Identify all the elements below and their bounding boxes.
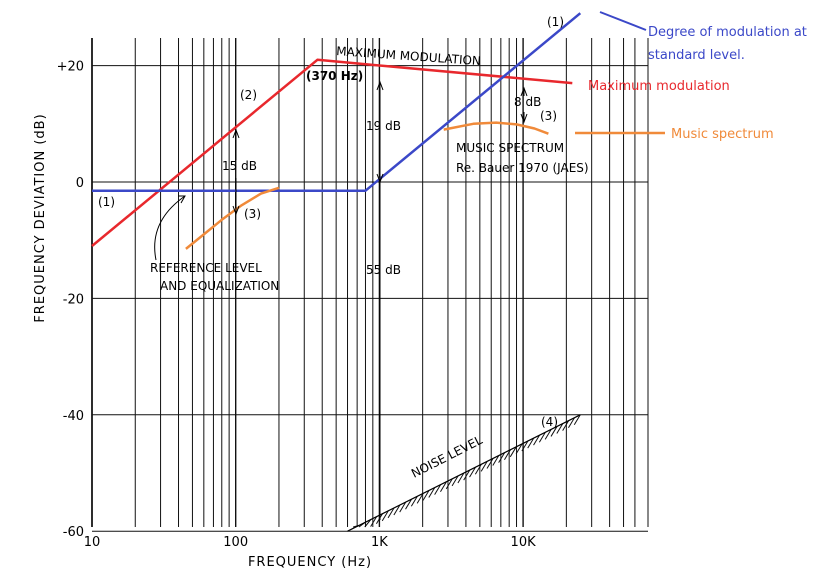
y-tick-label: 0 — [76, 176, 84, 191]
noise-hatch-mark — [486, 458, 494, 469]
curve-2-label: (2) — [240, 88, 257, 102]
series-lines — [91, 12, 582, 532]
noise-hatch-mark — [370, 516, 378, 527]
series-music-spectrum — [443, 121, 549, 135]
y-tick-label: -20 — [63, 292, 84, 307]
reference-level-label: REFERENCE LEVEL — [150, 261, 262, 275]
noise-hatch-mark — [562, 420, 570, 431]
series-noise-level — [347, 414, 581, 532]
noise-hatch-mark — [428, 487, 436, 498]
y-tick-label: -40 — [63, 409, 84, 424]
legend-blue-line-1: Degree of modulation at — [648, 25, 807, 40]
noise-hatch-mark — [463, 469, 471, 481]
noise-hatch-mark — [533, 434, 540, 446]
noise-hatch-mark — [451, 475, 459, 487]
x-tick-label: 10 — [84, 535, 101, 550]
noise-hatch-mark — [538, 432, 546, 443]
noise-level-label: NOISE LEVEL — [409, 433, 485, 481]
legend-blue-connector — [599, 11, 647, 31]
noise-hatch-mark — [474, 464, 482, 475]
curve-4-label: (4) — [541, 415, 558, 429]
db-55-label: 55 dB — [366, 263, 401, 277]
series-reference-level-and-equalization — [185, 186, 280, 250]
noise-hatch-mark — [504, 449, 511, 460]
curve-3-label-left: (3) — [244, 207, 261, 221]
noise-hatch-mark — [527, 437, 535, 449]
noise-hatch-mark — [422, 490, 430, 501]
noise-hatch-mark — [416, 493, 424, 504]
bauer-reference-label: Re. Bauer 1970 (JAES) — [456, 161, 589, 175]
x-tick-label: 100 — [223, 535, 248, 550]
grid — [91, 38, 649, 532]
noise-hatch-mark — [457, 472, 465, 484]
noise-hatch-mark — [556, 423, 564, 434]
noise-hatch-mark — [480, 461, 488, 472]
db-15-label: 15 dB — [222, 159, 257, 173]
noise-hatch-mark — [440, 481, 447, 492]
series-degree-of-modulation-at-standard-level — [92, 12, 582, 192]
curve-1-left-label: (1) — [98, 195, 115, 209]
noise-hatch-mark — [376, 513, 383, 524]
noise-hatch-mark — [445, 478, 453, 490]
noise-hatch-mark — [492, 455, 500, 466]
db-8-label: 8 dB — [514, 95, 541, 109]
y-axis-title: FREQUENCY DEVIATION (dB) — [33, 113, 48, 322]
noise-hatch-mark — [550, 426, 558, 437]
equalization-label: AND EQUALIZATION — [160, 279, 279, 293]
db-19-label: 19 dB — [366, 119, 401, 133]
x-tick-label: 1K — [371, 535, 388, 550]
noise-hatch-mark — [364, 519, 372, 528]
legend-blue-line-2: standard level. — [648, 48, 745, 63]
noise-hatch-mark — [573, 414, 581, 426]
x-axis-title: FREQUENCY (Hz) — [248, 555, 372, 570]
freq-370hz-label: (370 Hz) — [306, 69, 363, 83]
noise-hatch-mark — [498, 452, 506, 463]
curve-3-label-right: (3) — [540, 109, 557, 123]
x-tick-labels: 10 100 1K 10K — [84, 535, 536, 550]
y-tick-label: -60 — [63, 525, 84, 540]
x-tick-label: 10K — [511, 535, 537, 550]
noise-hatch-mark — [515, 443, 523, 455]
noise-hatch-mark — [410, 496, 418, 507]
noise-hatch-mark — [387, 507, 395, 519]
noise-hatch-mark — [381, 510, 389, 522]
noise-hatch-mark — [434, 484, 442, 495]
noise-hatch-mark — [469, 466, 476, 478]
y-tick-label: +20 — [57, 60, 84, 75]
curve-1-top-label: (1) — [547, 15, 564, 29]
noise-hatch-mark — [393, 504, 401, 516]
noise-hatch-mark — [568, 417, 575, 428]
music-spectrum-label: MUSIC SPECTRUM — [456, 141, 564, 155]
noise-hatch-mark — [521, 440, 529, 452]
legend-red: Maximum modulation — [588, 79, 730, 94]
noise-hatch-mark — [509, 446, 517, 458]
series-maximum-modulation — [91, 58, 573, 247]
y-tick-labels: +20 0 -20 -40 -60 — [57, 60, 84, 541]
dimension-arrows — [154, 80, 528, 520]
noise-hatching — [353, 414, 581, 528]
noise-hatch-mark — [405, 498, 412, 510]
legend-orange: Music spectrum — [671, 127, 774, 142]
noise-hatch-mark — [544, 429, 552, 440]
noise-hatch-mark — [399, 501, 407, 513]
